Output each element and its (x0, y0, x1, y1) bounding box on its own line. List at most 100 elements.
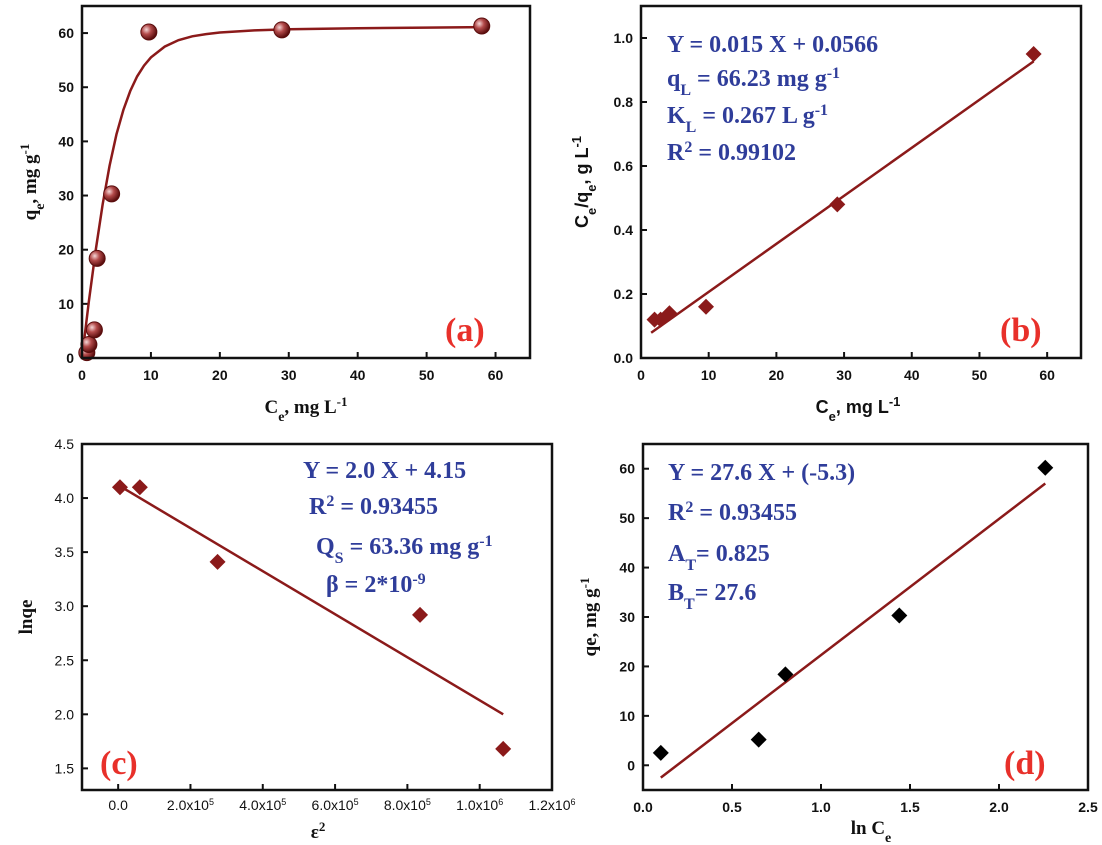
tick-label: 50 (972, 367, 988, 383)
tick-label: 0.0 (614, 350, 634, 366)
data-point (891, 607, 908, 624)
tick-label: 60 (58, 25, 74, 41)
data-point (80, 335, 98, 353)
panel-c-xlabel: ε2 (311, 819, 326, 844)
panel-c-equation: Y = 2.0 X + 4.15 (303, 458, 466, 484)
panel-c-frame (80, 442, 554, 792)
panel-b-equation: Y = 0.015 X + 0.0566 (667, 32, 878, 58)
panel-c-ylabel: lnqe (16, 600, 37, 635)
tick-label: 2.0 (55, 706, 75, 722)
panel-d-xlabel: ln Ce (851, 818, 892, 845)
panel-d-at: AT= 0.825 (668, 541, 770, 574)
data-point (140, 23, 158, 41)
tick-label: 0 (66, 350, 74, 366)
tick-label: 60 (1039, 367, 1055, 383)
tick-label: 50 (619, 510, 635, 526)
panel-b-xlabel: Ce, mg L-1 (816, 394, 901, 424)
data-point (1037, 459, 1054, 476)
tick-label: 1.0 (811, 799, 831, 815)
panel-a-points (78, 17, 491, 362)
panel-b-ql: qL = 66.23 mg g-1 (667, 65, 840, 99)
tick-label: 60 (619, 461, 635, 477)
tick-label: 10 (701, 367, 717, 383)
panel-b-label: (b) (1000, 312, 1042, 349)
panel-c-ticks-x: 0.0 2.0x105 4.0x105 6.0x105 8.0x105 1.0x106 1.… (108, 784, 576, 813)
data-point (1025, 46, 1042, 62)
tick-label: 30 (58, 188, 74, 204)
tick-label: 40 (350, 367, 366, 383)
tick-label: 20 (619, 658, 635, 674)
tick-label: 10 (58, 296, 74, 312)
data-point (777, 666, 794, 683)
tick-label: 10 (619, 708, 635, 724)
panel-b-kl: KL = 0.267 L g-1 (667, 102, 828, 136)
data-point (495, 740, 512, 757)
tick-label: 30 (836, 367, 852, 383)
tick-label: 0.0 (108, 797, 128, 813)
panel-b-ticks-y: 0.0 0.2 0.4 0.6 0.8 1.0 (614, 30, 647, 366)
tick-label: 40 (904, 367, 920, 383)
panel-c-points (111, 479, 512, 757)
panel-d-ticks-x: 0.0 0.5 1.0 1.5 2.0 2.5 (633, 784, 1098, 815)
panel-b-ticks-x: 0 10 20 30 40 50 60 (637, 352, 1055, 383)
tick-label: 0.0 (633, 799, 653, 815)
data-point (652, 744, 669, 761)
data-point (111, 479, 128, 496)
panel-d-fit-line (660, 482, 1047, 779)
data-point (829, 196, 846, 213)
tick-label: 0.6 (614, 158, 634, 174)
panel-c-r2: R2 = 0.93455 (309, 493, 438, 521)
tick-label: 40 (58, 133, 74, 149)
panel-c-qs: QS = 63.36 mg g-1 (316, 533, 493, 567)
tick-label: 0 (627, 757, 635, 773)
panel-d-points (652, 459, 1054, 761)
tick-label: 50 (58, 79, 74, 95)
data-point (103, 185, 121, 203)
tick-label: 1.5 (900, 799, 920, 815)
panel-c-label: (c) (100, 745, 138, 782)
panel-d-annotations: Y = 27.6 X + (-5.3) R2 = 0.93455 AT= 0.8… (668, 460, 855, 613)
panel-d-ylabel: qe, mg g-1 (577, 578, 602, 657)
tick-label: 0.5 (722, 799, 742, 815)
tick-label: 0.8 (614, 94, 634, 110)
panel-a-label: (a) (445, 312, 485, 349)
tick-label: 1.0x106 (456, 797, 503, 813)
data-point (209, 553, 226, 570)
panel-d: 0.0 0.5 1.0 1.5 2.0 2.5 0 10 20 30 40 50 60 ln Ce q… (577, 442, 1098, 845)
fit-line (117, 484, 504, 716)
data-point (412, 606, 429, 623)
tick-label: 8.0x105 (384, 797, 431, 813)
panel-c: 0.0 2.0x105 4.0x105 6.0x105 8.0x105 1.0x106 1.… (16, 436, 576, 843)
data-point (131, 479, 148, 496)
panel-b-fit-line (650, 60, 1035, 334)
tick-label: 4.0x105 (239, 797, 286, 813)
panel-d-label: (d) (1004, 745, 1046, 782)
panel-d-frame (641, 442, 1090, 792)
panel-d-bt: BT= 27.6 (668, 580, 756, 613)
tick-label: 20 (58, 242, 74, 258)
fit-curve (80, 25, 482, 359)
data-point (750, 731, 767, 748)
panel-a-xlabel: Ce, mg L-1 (264, 394, 347, 425)
tick-label: 2.5 (55, 652, 75, 668)
data-point (88, 249, 106, 267)
tick-label: 40 (619, 560, 635, 576)
panel-b-points (646, 46, 1042, 328)
tick-label: 20 (769, 367, 785, 383)
data-point (273, 21, 291, 39)
panel-a-ticks-y: 0 10 20 30 40 50 60 (58, 25, 88, 366)
panel-a-frame (80, 4, 532, 360)
tick-label: 0 (78, 367, 86, 383)
tick-label: 1.0 (614, 30, 634, 46)
tick-label: 3.0 (55, 598, 75, 614)
tick-label: 1.2x106 (528, 797, 575, 813)
fit-line (660, 482, 1047, 779)
panel-c-ticks-y: 1.5 2.0 2.5 3.0 3.5 4.0 4.5 (55, 436, 88, 776)
tick-label: 2.0 (989, 799, 1009, 815)
panel-d-ticks-y: 0 10 20 30 40 50 60 (619, 461, 649, 773)
tick-label: 30 (281, 367, 297, 383)
panel-d-equation: Y = 27.6 X + (-5.3) (668, 460, 855, 486)
tick-label: 30 (619, 609, 635, 625)
tick-label: 50 (419, 367, 435, 383)
